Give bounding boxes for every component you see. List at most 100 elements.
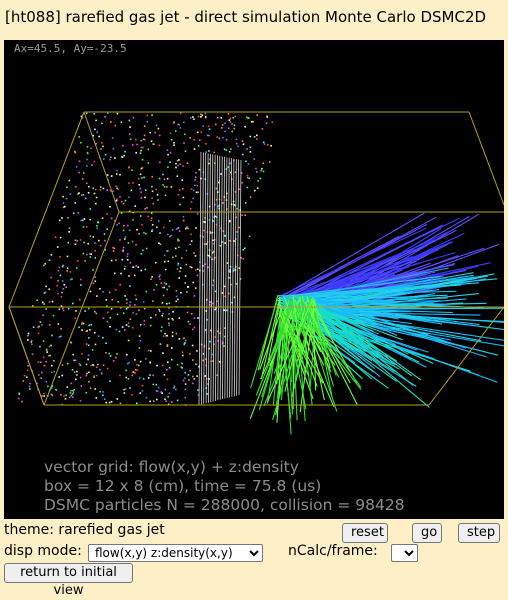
gas-particle [87,359,89,361]
gas-particle [243,249,245,251]
gas-particle [191,267,193,269]
gas-particle [176,228,178,230]
gas-particle [141,253,143,255]
gas-particle [156,365,158,367]
gas-particle [82,178,84,180]
gas-particle [157,199,159,201]
simulation-viewport[interactable]: Ax=45.5, Ay=-23.5 vector grid: flow(x,y)… [4,40,504,519]
gas-particle [222,124,224,126]
gas-particle [160,282,162,284]
gas-particle [49,324,51,326]
gas-particle [153,289,155,291]
gas-particle [186,226,188,228]
gas-particle [143,177,145,179]
gas-particle [86,159,88,161]
gas-particle [75,243,77,245]
gas-particle [159,178,161,180]
gas-particle [77,240,79,242]
gas-particle [51,335,53,337]
gas-particle [138,266,140,268]
gas-particle [241,214,243,216]
gas-particle [255,168,257,170]
gas-particle [40,362,42,364]
gas-particle [109,292,111,294]
gas-particle [67,267,69,269]
gas-particle [29,386,31,388]
gas-particle [126,308,128,310]
gas-particle [123,155,125,157]
gas-particle [90,365,92,367]
gas-particle [109,206,111,208]
disp-mode-select[interactable]: flow(x,y) z:density(x,y) [88,544,263,562]
gas-particle [49,259,51,261]
gas-particle [257,180,259,182]
go-button[interactable]: go [412,523,442,543]
gas-particle [77,212,79,214]
gas-particle [71,342,73,344]
gas-particle [167,362,169,364]
step-button[interactable]: step [458,523,500,543]
gas-particle [131,190,133,192]
gas-particle [167,234,169,236]
gas-particle [36,299,38,301]
gas-particle [182,367,184,369]
gas-particle [119,196,121,198]
gas-particle [236,208,238,210]
gas-particle [138,309,140,311]
gas-particle [223,345,225,347]
reset-button[interactable]: reset [342,523,388,543]
gas-particle [121,121,123,123]
gas-particle [150,350,152,352]
gas-particle [66,198,68,200]
gas-particle [89,329,91,331]
gas-particle [26,376,28,378]
gas-particle [88,372,90,374]
gas-particle [152,384,154,386]
gas-particle [162,174,164,176]
gas-particle [144,197,146,199]
gas-particle [151,213,153,215]
gas-particle [127,259,129,261]
gas-particle [196,350,198,352]
gas-particle [247,187,249,189]
gas-particle [203,230,205,232]
gas-particle [99,288,101,290]
gas-particle [56,285,58,287]
info-particles: DSMC particles N = 288000, collision = 9… [44,496,405,515]
gas-particle [55,389,57,391]
gas-particle [115,259,117,261]
gas-particle [88,325,90,327]
return-initial-view-button[interactable]: return to initial view [4,563,133,583]
gas-particle [60,275,62,277]
gas-particle [173,122,175,124]
gas-particle [74,151,76,153]
gas-particle [179,164,181,166]
gas-particle [94,161,96,163]
gas-particle [180,113,182,115]
gas-particle [114,248,116,250]
gas-particle [243,258,245,260]
gas-particle [186,264,188,266]
gas-particle [136,265,138,267]
gas-particle [108,353,110,355]
gas-particle [106,299,108,301]
gas-particle [86,375,88,377]
gas-particle [106,189,108,191]
gas-particle [70,271,72,273]
gas-particle [140,340,142,342]
gas-particle [165,400,167,402]
gas-particle [167,166,169,168]
gas-particle [106,402,108,404]
gas-particle [169,302,171,304]
gas-particle [164,399,166,401]
gas-particle [101,123,103,125]
gas-particle [229,220,231,222]
gas-particle [116,187,118,189]
gas-particle [167,154,169,156]
gas-particle [166,289,168,291]
gas-particle [46,349,48,351]
gas-particle [190,117,192,119]
gas-particle [63,395,65,397]
gas-particle [38,374,40,376]
ncalc-select[interactable]: 1 [391,544,418,562]
